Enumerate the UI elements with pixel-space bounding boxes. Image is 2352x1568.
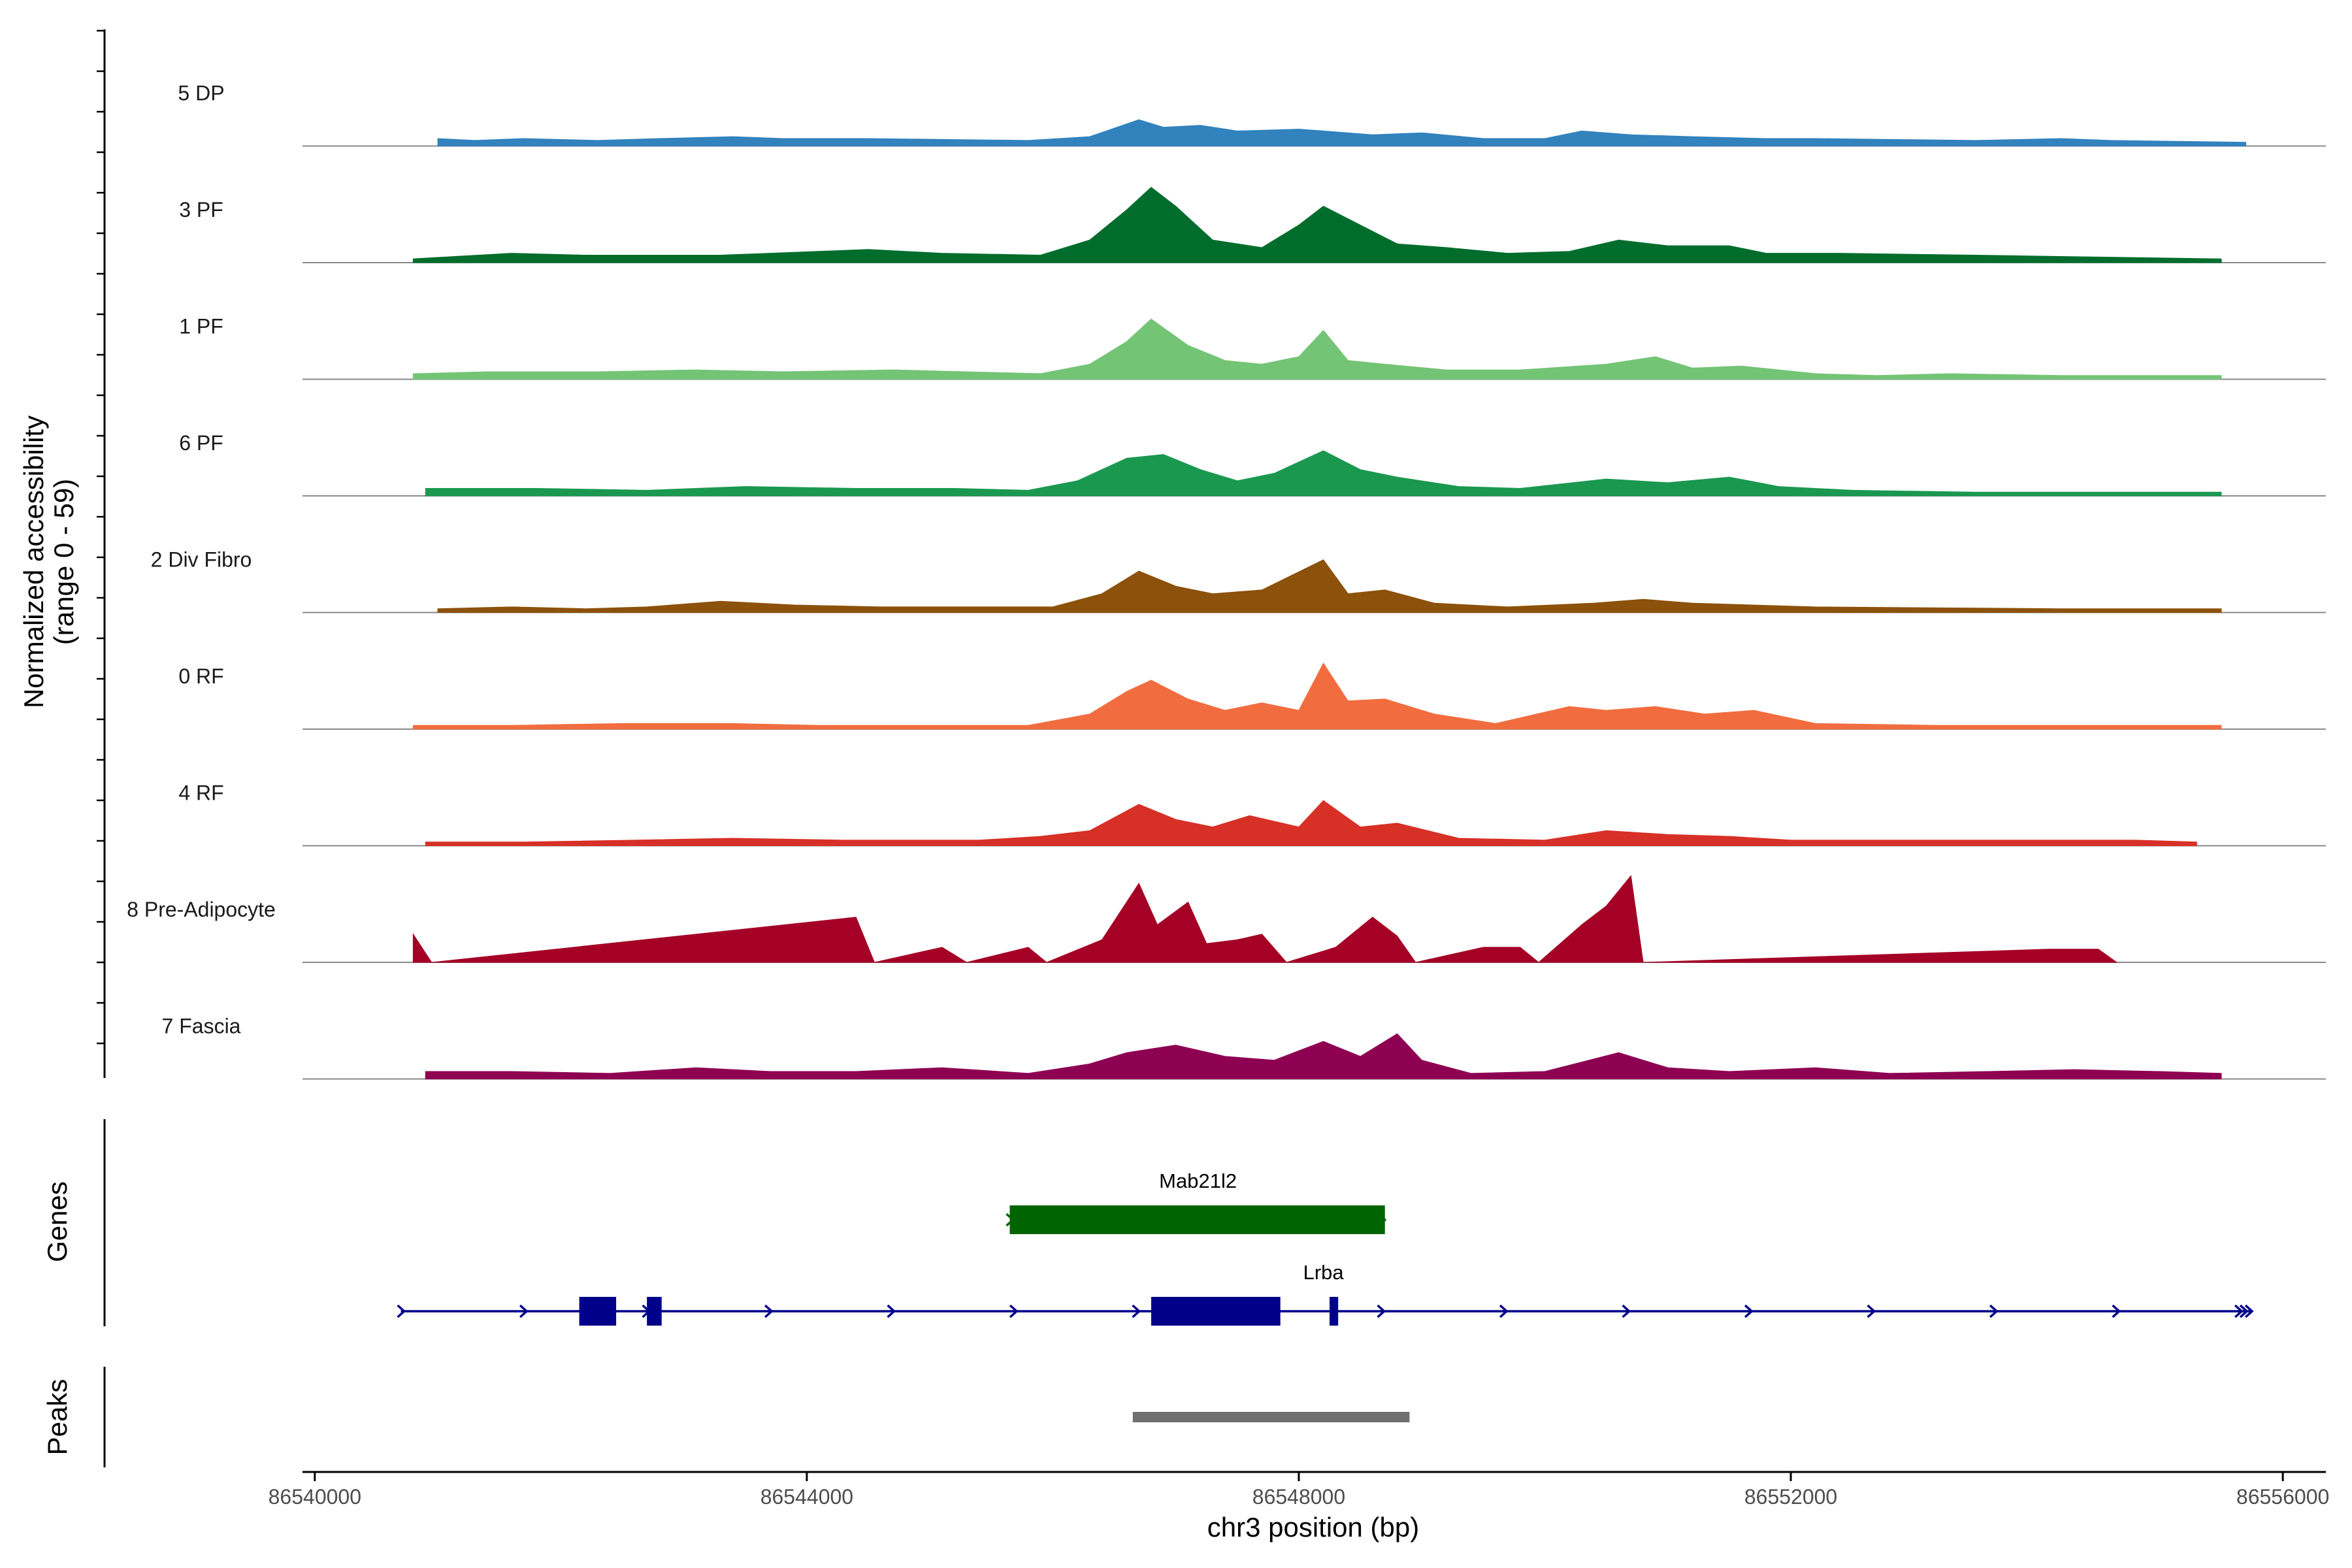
track-5-dp: 5 DP — [178, 82, 2326, 147]
strand-arrow — [1744, 1304, 1754, 1318]
coverage-area — [412, 662, 2222, 730]
x-tick-label: 86552000 — [1744, 1485, 1837, 1509]
strand-arrow — [2244, 1304, 2254, 1318]
coverage-area — [437, 559, 2222, 613]
track-2-div-fibro: 2 Div Fibro — [151, 548, 2326, 613]
strand-arrow — [764, 1304, 774, 1318]
track-label: 3 PF — [179, 198, 223, 221]
strand-arrow — [519, 1304, 529, 1318]
gene-exon — [1009, 1205, 1385, 1234]
strand-arrow — [2239, 1304, 2249, 1318]
peak-annotations — [1132, 1412, 1410, 1422]
x-tick-label: 86548000 — [1252, 1485, 1345, 1509]
y-axis-title: Normalized accessibility(range 0 - 59) — [18, 416, 79, 708]
gene-mab21l2: Mab21l2 — [1005, 1169, 1387, 1234]
coverage-area — [412, 318, 2222, 380]
coverage-area — [437, 119, 2247, 146]
track-6-pf: 6 PF — [179, 431, 2326, 497]
track-label: 4 RF — [178, 781, 223, 805]
gene-label: Mab21l2 — [1159, 1169, 1237, 1192]
strand-arrow — [397, 1304, 406, 1318]
track-label: 6 PF — [179, 431, 223, 455]
coverage-area — [425, 1033, 2222, 1079]
gene-exon — [579, 1297, 617, 1326]
coverage-area — [425, 800, 2197, 846]
gene-lrba: Lrba — [397, 1261, 2254, 1326]
strand-arrow — [1989, 1304, 1999, 1318]
track-label: 1 PF — [179, 315, 223, 338]
peaks-panel-title: Peaks — [42, 1379, 73, 1456]
gene-exon — [1330, 1297, 1339, 1326]
strand-arrow — [887, 1304, 896, 1318]
strand-arrow — [1499, 1304, 1509, 1318]
x-tick-label: 86556000 — [2236, 1485, 2329, 1509]
strand-arrow — [2234, 1304, 2244, 1318]
track-0-rf: 0 RF — [178, 662, 2326, 730]
genes-panel-title: Genes — [42, 1181, 73, 1262]
y-axis-title-line: (range 0 - 59) — [48, 479, 79, 645]
strand-arrow — [1867, 1304, 1876, 1318]
track-3-pf: 3 PF — [179, 187, 2326, 263]
track-label: 0 RF — [178, 664, 223, 688]
coverage-area — [412, 187, 2222, 263]
track-8-pre-adipocyte: 8 Pre-Adipocyte — [127, 875, 2326, 963]
strand-arrow — [1132, 1304, 1141, 1318]
coverage-tracks: 5 DP 3 PF 1 PF 6 PF 2 Div Fibro 0 RF 4 RF 8 Pre… — [127, 82, 2326, 1080]
track-7-fascia: 7 Fascia — [162, 1015, 2326, 1080]
track-label: 2 Div Fibro — [151, 548, 252, 572]
gene-label: Lrba — [1303, 1261, 1345, 1284]
gene-exon — [1151, 1297, 1281, 1326]
x-axis: 86540000 86544000 86548000 86552000 86556000 — [269, 1471, 2329, 1509]
track-1-pf: 1 PF — [179, 315, 2326, 380]
strand-arrow — [1377, 1304, 1386, 1318]
strand-arrow — [1009, 1304, 1019, 1318]
strand-arrow — [1622, 1304, 1631, 1318]
x-tick-label: 86544000 — [760, 1485, 853, 1509]
coverage-area — [425, 450, 2222, 497]
peak-region — [1132, 1412, 1410, 1422]
track-4-rf: 4 RF — [178, 781, 2326, 847]
gene-annotations: Mab21l2 Lrba — [397, 1169, 2254, 1326]
strand-arrow — [2112, 1304, 2121, 1318]
coverage-area — [412, 875, 2118, 963]
x-axis-title: chr3 position (bp) — [1207, 1512, 1420, 1543]
track-label: 7 Fascia — [162, 1015, 241, 1038]
track-label: 8 Pre-Adipocyte — [127, 898, 276, 921]
y-axis — [97, 29, 106, 1078]
x-tick-label: 86540000 — [269, 1485, 361, 1509]
track-label: 5 DP — [178, 82, 224, 105]
y-axis-title-line: Normalized accessibility — [18, 416, 49, 708]
gene-exon — [647, 1297, 662, 1326]
